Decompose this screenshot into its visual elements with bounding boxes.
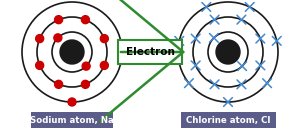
Circle shape [36,61,44,69]
Circle shape [81,80,89,88]
FancyBboxPatch shape [118,40,182,64]
FancyBboxPatch shape [31,112,113,128]
Circle shape [216,40,240,64]
FancyBboxPatch shape [181,112,275,128]
Circle shape [54,34,62,42]
Circle shape [100,35,108,43]
Circle shape [60,40,84,64]
Text: Electron: Electron [126,47,174,57]
Text: Chlorine atom, Cl: Chlorine atom, Cl [186,116,270,125]
Text: Sodium atom, Na: Sodium atom, Na [30,116,114,125]
Circle shape [100,61,108,69]
Circle shape [82,62,90,70]
Circle shape [55,80,63,88]
Circle shape [68,98,76,106]
Circle shape [81,16,89,24]
Circle shape [36,35,44,43]
Circle shape [55,16,63,24]
